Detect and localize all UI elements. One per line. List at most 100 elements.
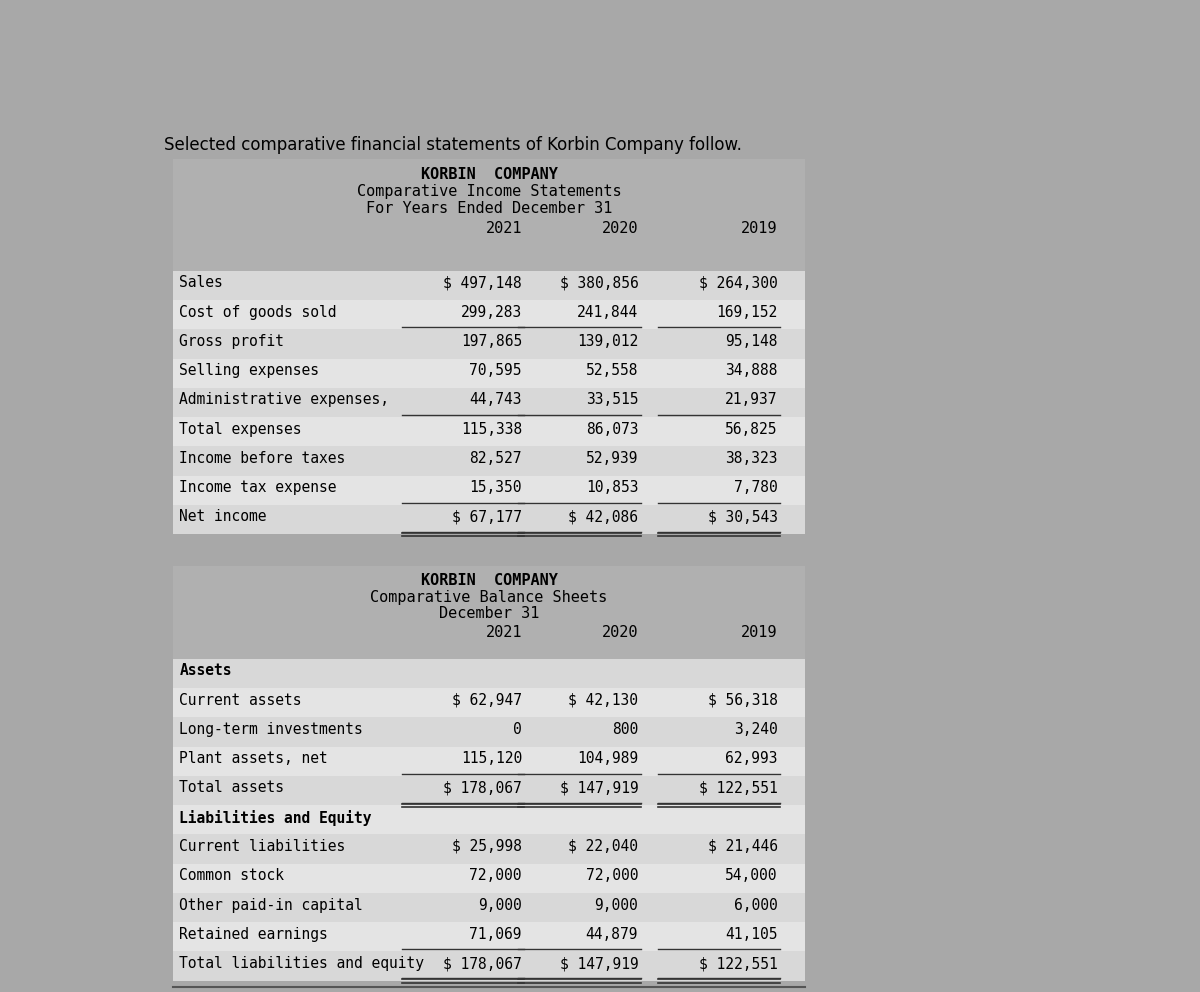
Text: 41,105: 41,105	[725, 927, 778, 941]
Text: Selected comparative financial statements of Korbin Company follow.: Selected comparative financial statement…	[164, 136, 742, 154]
Text: 299,283: 299,283	[461, 305, 522, 319]
Bar	[173, 417, 805, 446]
Text: 34,888: 34,888	[725, 363, 778, 378]
Text: 0: 0	[514, 722, 522, 737]
Text: 44,743: 44,743	[469, 393, 522, 408]
Bar	[173, 893, 805, 923]
Text: $ 147,919: $ 147,919	[559, 781, 638, 796]
Text: Administrative expenses,: Administrative expenses,	[180, 393, 390, 408]
Text: 139,012: 139,012	[577, 334, 638, 349]
Text: 52,939: 52,939	[586, 451, 638, 466]
Text: Income before taxes: Income before taxes	[180, 451, 346, 466]
Text: Common stock: Common stock	[180, 868, 284, 883]
Text: 44,879: 44,879	[586, 927, 638, 941]
Text: 86,073: 86,073	[586, 422, 638, 436]
Text: 56,825: 56,825	[725, 422, 778, 436]
Text: Comparative Balance Sheets: Comparative Balance Sheets	[371, 589, 607, 604]
Text: 2019: 2019	[742, 625, 778, 640]
Bar	[173, 446, 805, 475]
Bar	[173, 659, 805, 688]
Text: $ 264,300: $ 264,300	[698, 276, 778, 291]
Text: 7,780: 7,780	[734, 480, 778, 495]
Text: 2020: 2020	[601, 220, 638, 236]
Text: 72,000: 72,000	[469, 868, 522, 883]
Text: 2019: 2019	[742, 220, 778, 236]
Text: Total expenses: Total expenses	[180, 422, 302, 436]
Text: 71,069: 71,069	[469, 927, 522, 941]
Text: 21,937: 21,937	[725, 393, 778, 408]
Text: Liabilities and Equity: Liabilities and Equity	[180, 809, 372, 825]
Text: 54,000: 54,000	[725, 868, 778, 883]
Text: Total assets: Total assets	[180, 781, 284, 796]
Text: $ 122,551: $ 122,551	[698, 781, 778, 796]
Text: 104,989: 104,989	[577, 751, 638, 766]
Bar	[173, 688, 805, 717]
Text: $ 22,040: $ 22,040	[569, 839, 638, 854]
Bar	[173, 951, 805, 981]
Text: 82,527: 82,527	[469, 451, 522, 466]
Bar	[173, 834, 805, 864]
Text: $ 497,148: $ 497,148	[443, 276, 522, 291]
Text: $ 147,919: $ 147,919	[559, 956, 638, 971]
Bar	[173, 864, 805, 893]
Text: Sales: Sales	[180, 276, 223, 291]
Bar	[173, 271, 805, 300]
Text: Income tax expense: Income tax expense	[180, 480, 337, 495]
Text: KORBIN  COMPANY: KORBIN COMPANY	[421, 167, 558, 182]
Text: Assets: Assets	[180, 664, 232, 679]
Text: 3,240: 3,240	[734, 722, 778, 737]
Text: 2021: 2021	[486, 625, 522, 640]
Text: 115,120: 115,120	[461, 751, 522, 766]
Text: 800: 800	[612, 722, 638, 737]
Text: Selling expenses: Selling expenses	[180, 363, 319, 378]
Text: 33,515: 33,515	[586, 393, 638, 408]
Text: For Years Ended December 31: For Years Ended December 31	[366, 200, 612, 215]
Text: 241,844: 241,844	[577, 305, 638, 319]
Text: Gross profit: Gross profit	[180, 334, 284, 349]
Bar	[173, 329, 805, 358]
Text: KORBIN  COMPANY: KORBIN COMPANY	[421, 572, 558, 587]
Text: $ 21,446: $ 21,446	[708, 839, 778, 854]
Text: $ 56,318: $ 56,318	[708, 692, 778, 707]
Text: $ 42,086: $ 42,086	[569, 510, 638, 525]
Text: Other paid-in capital: Other paid-in capital	[180, 898, 364, 913]
Text: $ 122,551: $ 122,551	[698, 956, 778, 971]
Text: $ 62,947: $ 62,947	[452, 692, 522, 707]
Bar	[173, 159, 805, 271]
Text: 15,350: 15,350	[469, 480, 522, 495]
Text: Net income: Net income	[180, 510, 266, 525]
Text: Total liabilities and equity: Total liabilities and equity	[180, 956, 425, 971]
Text: $ 178,067: $ 178,067	[443, 956, 522, 971]
Text: 2021: 2021	[486, 220, 522, 236]
Text: Plant assets, net: Plant assets, net	[180, 751, 329, 766]
Text: $ 67,177: $ 67,177	[452, 510, 522, 525]
Bar	[173, 806, 805, 834]
Text: Retained earnings: Retained earnings	[180, 927, 329, 941]
Text: Current assets: Current assets	[180, 692, 302, 707]
Text: $ 25,998: $ 25,998	[452, 839, 522, 854]
Bar	[173, 747, 805, 776]
Bar	[173, 505, 805, 534]
Bar	[173, 776, 805, 806]
Text: Current liabilities: Current liabilities	[180, 839, 346, 854]
Text: 115,338: 115,338	[461, 422, 522, 436]
Bar	[173, 358, 805, 388]
Text: $ 380,856: $ 380,856	[559, 276, 638, 291]
Bar	[173, 388, 805, 417]
Text: Cost of goods sold: Cost of goods sold	[180, 305, 337, 319]
Text: 72,000: 72,000	[586, 868, 638, 883]
Text: 2020: 2020	[601, 625, 638, 640]
Text: 9,000: 9,000	[479, 898, 522, 913]
Text: $ 42,130: $ 42,130	[569, 692, 638, 707]
Text: 10,853: 10,853	[586, 480, 638, 495]
Bar	[173, 566, 805, 659]
Text: 62,993: 62,993	[725, 751, 778, 766]
Text: December 31: December 31	[439, 606, 539, 621]
Text: $ 178,067: $ 178,067	[443, 781, 522, 796]
Text: 70,595: 70,595	[469, 363, 522, 378]
Text: 6,000: 6,000	[734, 898, 778, 913]
Text: 169,152: 169,152	[716, 305, 778, 319]
Text: $ 30,543: $ 30,543	[708, 510, 778, 525]
Bar	[173, 300, 805, 329]
Text: 95,148: 95,148	[725, 334, 778, 349]
